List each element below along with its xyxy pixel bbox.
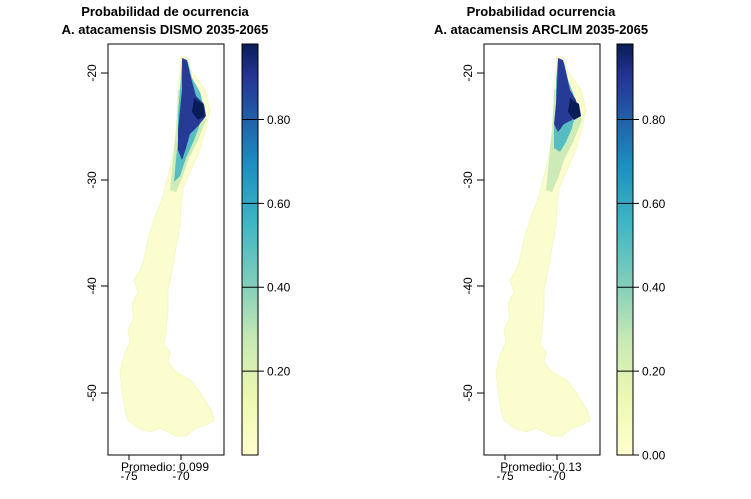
colorbar-tick-label: 0.60	[267, 197, 291, 211]
y-tick-label: -30	[85, 171, 99, 189]
panel-2-title-line2: A. atacamensis ARCLIM 2035-2065	[434, 22, 648, 37]
colorbar-gradient	[616, 43, 634, 456]
panel-2-colorbar: 0.00 0.20 0.40 0.60 0.80	[616, 43, 666, 463]
panel-2-mean-label: Promedio: 0.13	[500, 460, 582, 474]
y-tick-label: -40	[85, 277, 99, 295]
panel-arclim: Probabilidad ocurrencia A. atacamensis A…	[434, 4, 666, 483]
x-tick-label: -70	[548, 469, 566, 483]
colorbar-tick-label: 0.40	[642, 281, 666, 295]
panel-1-colorbar: 0.20 0.40 0.60 0.80	[241, 43, 291, 456]
colorbar-tick-label: 0.80	[642, 113, 666, 127]
colorbar-gradient	[241, 43, 259, 456]
panel-1-title-line1: Probabilidad de ocurrencia	[81, 4, 249, 19]
y-tick-label: -20	[461, 64, 475, 82]
panel-1-x-axis: -75 -70 Promedio: 0.099	[120, 455, 209, 483]
very-high-probability-zone	[178, 58, 206, 160]
panel-2-plot-frame	[483, 43, 601, 456]
colorbar-tick-label: 0.40	[267, 281, 291, 295]
x-tick-label: -70	[172, 469, 190, 483]
panel-2-x-axis: -75 -70 Promedio: 0.13	[496, 455, 582, 483]
colorbar-ticks: 0.00 0.20 0.40 0.60 0.80	[617, 113, 666, 463]
y-tick-label: -40	[461, 277, 475, 295]
panel-1-map	[119, 55, 215, 437]
x-tick-label: -75	[120, 469, 138, 483]
panel-1-mean-label: Promedio: 0.099	[121, 460, 209, 474]
panel-2-map	[495, 55, 591, 437]
colorbar-tick-label: 0.80	[267, 113, 291, 127]
peak-probability-zone	[192, 98, 205, 120]
panel-dismo: Probabilidad de ocurrencia A. atacamensi…	[62, 4, 291, 483]
panel-1-y-axis: -20 -30 -40 -50	[85, 64, 108, 402]
colorbar-tick-label: 0.00	[642, 449, 666, 463]
panel-1-plot-frame	[107, 43, 225, 456]
panel-1-title-line2: A. atacamensis DISMO 2035-2065	[62, 22, 269, 37]
colorbar-tick-label: 0.60	[642, 197, 666, 211]
panel-2-y-axis: -20 -30 -40 -50	[461, 64, 484, 402]
colorbar-ticks: 0.20 0.40 0.60 0.80	[242, 113, 291, 379]
x-tick-label: -75	[496, 469, 514, 483]
peak-probability-zone	[568, 98, 581, 120]
colorbar-tick-label: 0.20	[642, 365, 666, 379]
panel-2-title-line1: Probabilidad ocurrencia	[467, 4, 617, 19]
y-tick-label: -50	[85, 384, 99, 402]
y-tick-label: -20	[85, 64, 99, 82]
y-tick-label: -30	[461, 171, 475, 189]
colorbar-tick-label: 0.20	[267, 365, 291, 379]
y-tick-label: -50	[461, 384, 475, 402]
